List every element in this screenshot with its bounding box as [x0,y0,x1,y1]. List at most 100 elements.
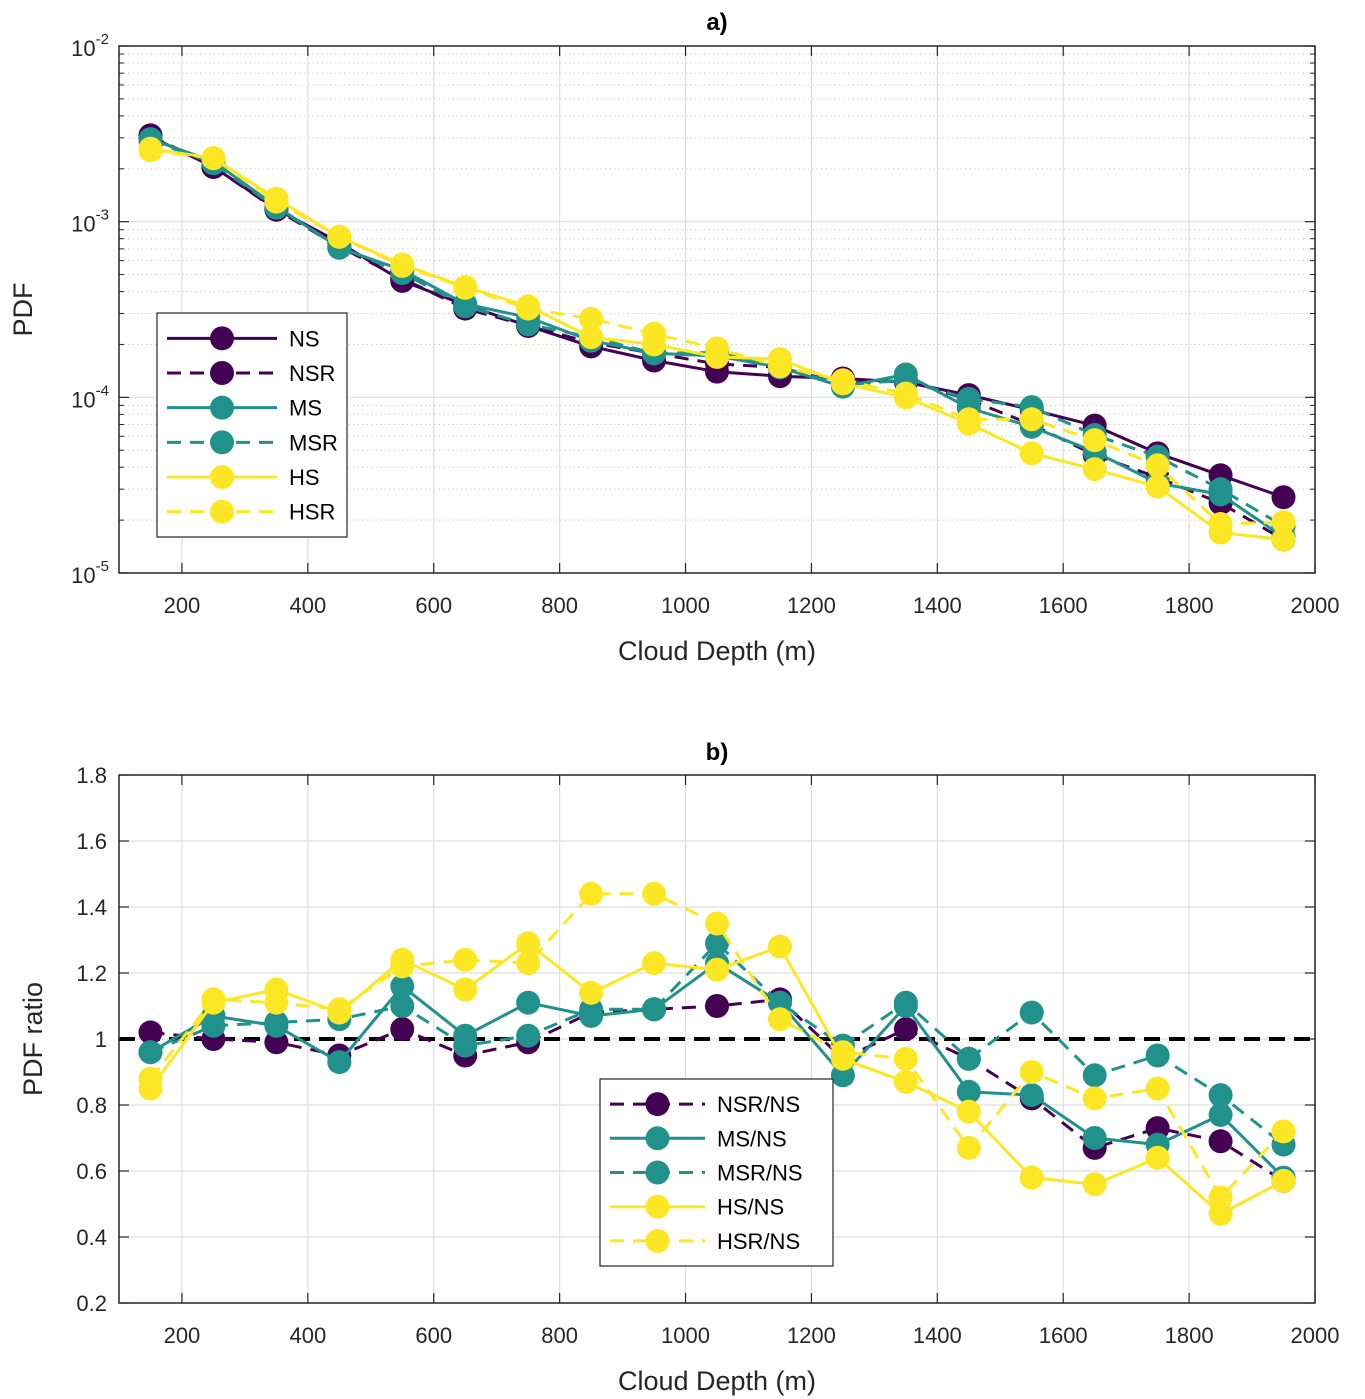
legend-marker [645,1160,670,1185]
legend-marker [645,1194,670,1219]
x-tick-label: 2000 [1291,1323,1340,1348]
y-tick-label: 10-2 [71,31,109,61]
chart-b: 200 400 600 800 1000 1200 1400 1600 1800 2000 0.2 0… [18,739,1339,1396]
legend-item: NS [167,326,320,351]
data-point [138,138,163,163]
data-point [956,1046,981,1071]
legend-label: MS [289,396,322,421]
data-point [642,951,667,976]
data-point [1145,1076,1170,1101]
y-tick-label: 1.2 [76,961,107,986]
legend-item: HSR/NS [610,1228,800,1254]
data-point [1208,512,1233,537]
x-tick-label: 600 [415,1323,452,1348]
data-point [1019,441,1044,466]
y-tick-label: 1.4 [76,895,107,920]
x-tick-label: 1800 [1165,1323,1214,1348]
legend-item: HS [167,465,320,490]
y-tick-label: 0.8 [76,1093,107,1118]
data-point [1145,1116,1170,1141]
data-point [642,321,667,346]
y-tick-label: 10-4 [71,382,109,412]
data-point [201,146,226,171]
y-tick-label: 1.6 [76,829,107,854]
series-hsr-ns [138,881,1296,1210]
data-point [705,994,729,1018]
legend-item: MS/NS [610,1126,787,1151]
y-tick-label: 10-5 [71,558,109,588]
x-tick-label: 400 [289,593,326,618]
data-point [1019,1000,1044,1025]
data-point [767,990,792,1015]
legend-item: NSR/NS [610,1092,800,1117]
x-tick-label: 1200 [787,593,836,618]
y-tick-label: 0.6 [76,1159,107,1184]
data-point [893,381,918,406]
x-tick-label: 200 [164,1323,201,1348]
chart-a: 200 400 600 800 1000 1200 1400 1600 1800 2000 10-5… [8,9,1339,666]
data-point [705,957,729,982]
data-point [516,1023,541,1048]
axes-box [118,45,1316,574]
data-point [705,911,729,936]
legend-label: MS/NS [717,1126,787,1151]
data-point [390,253,415,278]
data-point [642,881,667,906]
chart-title: b) [706,739,729,766]
y-axis-label: PDF ratio [18,982,48,1096]
y-tick-label: 10-3 [71,207,109,237]
data-point [1082,1172,1107,1197]
y-tick-label: 0.2 [76,1291,107,1316]
x-tick-label: 1200 [787,1323,836,1348]
legend-marker [210,395,234,420]
legend-label: NSR [289,361,335,386]
data-point [642,997,667,1022]
data-point [516,990,541,1015]
series-group [138,123,1296,552]
data-point [138,1040,163,1065]
data-point [264,1010,289,1035]
legend: NS NSR MS MSR HS HSR [156,312,348,538]
data-point [1082,1063,1107,1088]
data-point [579,997,604,1022]
data-point [767,934,792,959]
data-point [956,407,981,432]
data-point [327,997,352,1022]
legend-item: NSR [167,361,335,386]
legend-marker [645,1228,670,1253]
data-point [956,1099,981,1124]
data-point [516,931,541,956]
x-axis-label: Cloud Depth (m) [618,1366,816,1396]
data-point [1019,407,1044,432]
data-point [390,1017,415,1042]
x-tick-label: 1000 [661,1323,710,1348]
x-axis-label: Cloud Depth (m) [618,636,816,666]
legend: NSR/NS MS/NS MSR/NS HS/NS HSR/NS [599,1078,834,1267]
legend-label: NS [289,326,320,351]
data-point [264,189,289,214]
legend-box [156,312,348,538]
legend-item: MS [167,395,322,421]
data-point [893,1069,918,1094]
data-point [138,1066,163,1091]
legend-item: MSR/NS [610,1160,803,1186]
data-point [1019,1060,1044,1084]
data-point [579,980,604,1005]
data-point [1145,453,1170,478]
data-point [705,931,729,956]
y-axis-label: PDF [8,283,38,337]
data-point [1145,1043,1170,1068]
x-tick-label: 200 [164,593,201,618]
data-point [516,951,541,976]
chart-title: a) [706,9,727,36]
data-point [579,306,604,331]
data-point [327,224,352,249]
data-point [1208,1201,1233,1226]
legend-item: MSR [167,430,338,455]
data-point [201,987,226,1012]
data-point [1271,1168,1296,1193]
data-point [1082,457,1107,482]
x-tick-label: 1600 [1039,593,1088,618]
x-tick-label: 600 [415,593,452,618]
